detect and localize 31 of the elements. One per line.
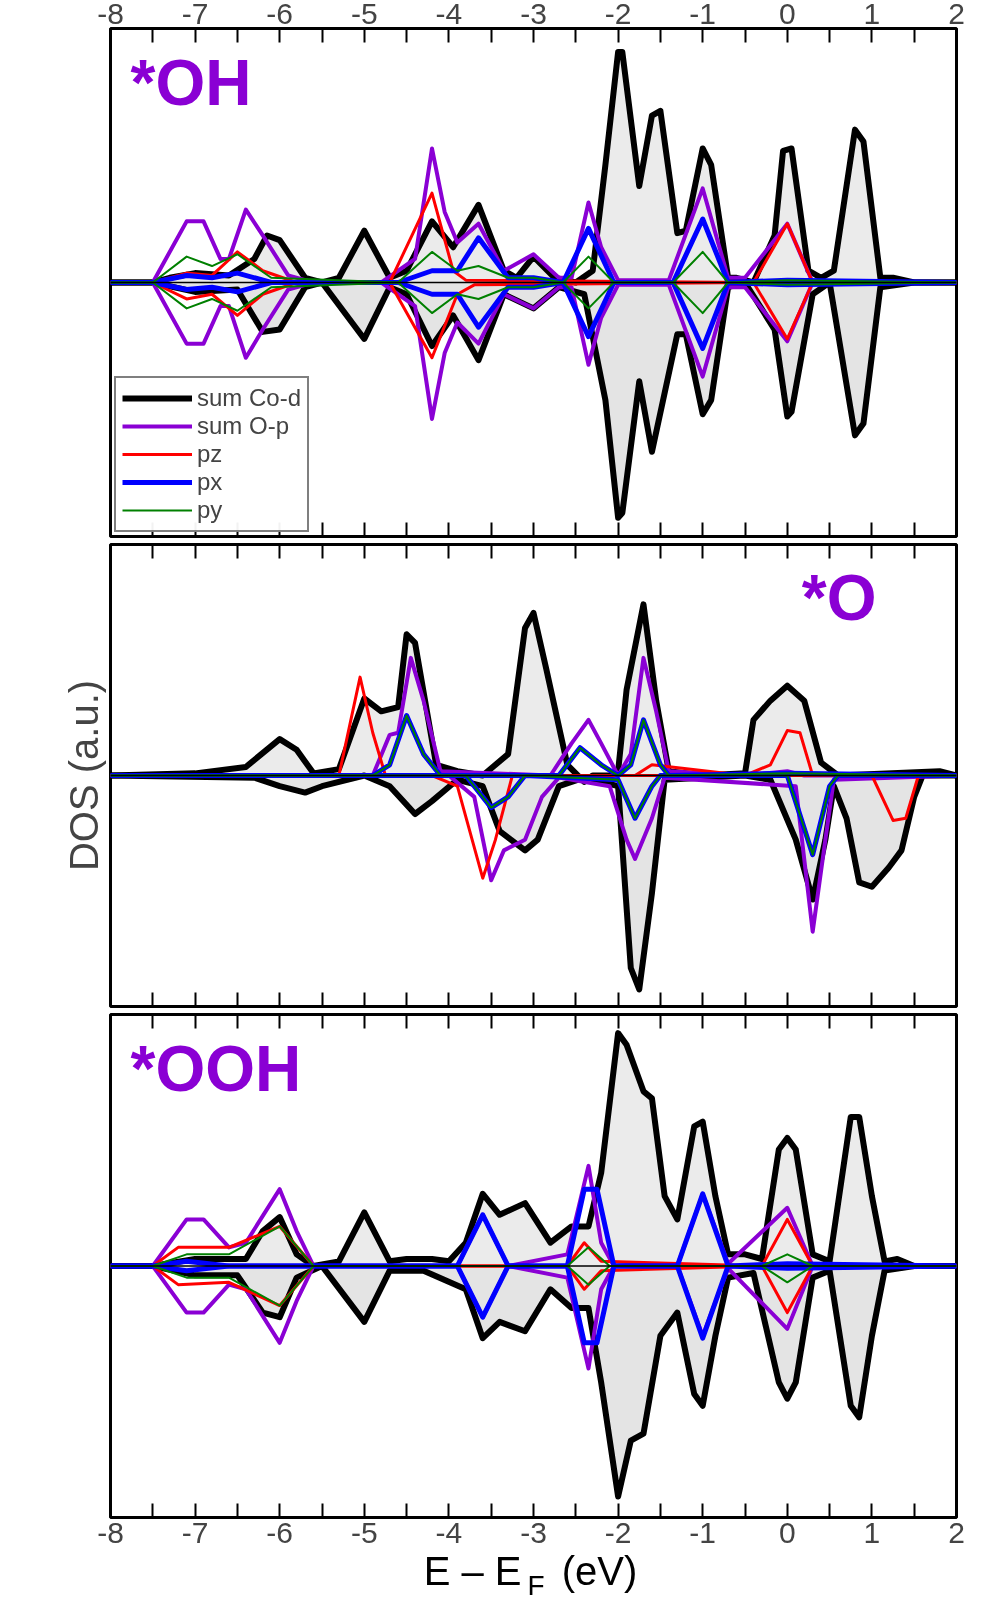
x-tick-label: -5 bbox=[350, 0, 378, 30]
legend-label: sum Co-d bbox=[197, 384, 302, 412]
x-tick-label: -1 bbox=[689, 1515, 717, 1549]
x-tick-label: -8 bbox=[97, 1515, 124, 1549]
x-tick-label: -2 bbox=[604, 1515, 632, 1549]
x-tick-label: -5 bbox=[350, 1515, 378, 1549]
x-tick-label: -6 bbox=[266, 1515, 294, 1549]
legend-label: px bbox=[197, 468, 223, 496]
x-tick-label: -7 bbox=[181, 1515, 209, 1549]
legend-label: sum O-p bbox=[197, 412, 290, 440]
legend-label: py bbox=[197, 496, 223, 524]
x-tick-label: 0 bbox=[778, 1515, 796, 1549]
x-tick-label: 2 bbox=[948, 0, 965, 30]
x-tick-label: -7 bbox=[181, 0, 209, 30]
legend-label: pz bbox=[197, 440, 223, 468]
x-tick-label: -8 bbox=[97, 0, 124, 30]
x-tick-label: -2 bbox=[604, 0, 632, 30]
x-tick-label: -3 bbox=[520, 0, 547, 30]
x-tick-label: 2 bbox=[948, 1515, 965, 1549]
y-axis-title: DOS (a.u.) bbox=[61, 679, 106, 872]
x-tick-label: -1 bbox=[689, 0, 717, 30]
x-tick-label: -4 bbox=[435, 1515, 463, 1549]
chart-title: *OOH bbox=[130, 1033, 302, 1106]
x-tick-label: -6 bbox=[266, 0, 294, 30]
chart-title: *OH bbox=[130, 47, 252, 120]
x-tick-label: 1 bbox=[863, 0, 881, 30]
chart-title: *O bbox=[801, 561, 877, 634]
x-tick-label: -3 bbox=[520, 1515, 547, 1549]
x-tick-label: 1 bbox=[863, 1515, 881, 1549]
x-tick-label: -4 bbox=[435, 0, 463, 30]
x-tick-label: 0 bbox=[778, 0, 796, 30]
